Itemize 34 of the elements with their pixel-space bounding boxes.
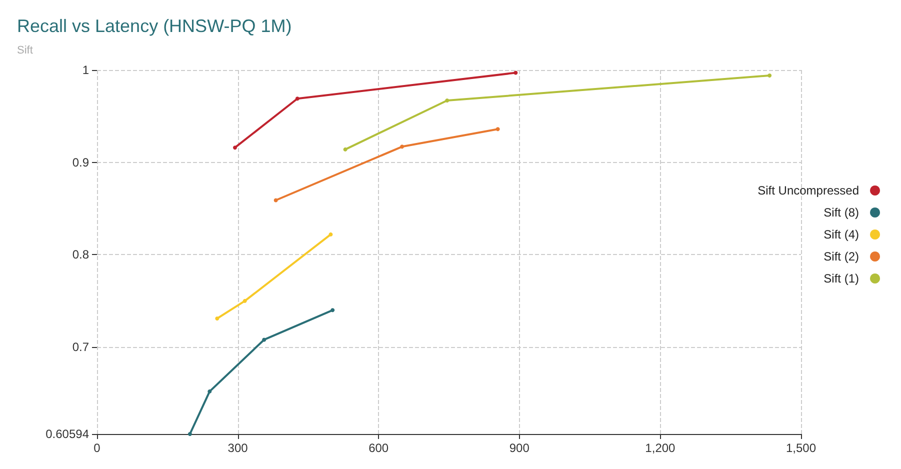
y-tick-label: 0.9: [72, 155, 90, 170]
legend-label: Sift (4): [824, 228, 859, 242]
point: [400, 144, 404, 149]
point: [232, 146, 237, 150]
point: [768, 74, 772, 78]
legend-label: Sift Uncompressed: [758, 184, 859, 198]
x-tick-label: 600: [368, 441, 389, 455]
y-tick-label: 0.8: [72, 248, 90, 262]
point: [328, 232, 333, 236]
x-tick-label: 300: [228, 441, 248, 455]
y-tick-label: 0.60594: [46, 427, 90, 441]
chart-title: Recall vs Latency (HNSW-PQ 1M): [17, 16, 292, 36]
legend-label: Sift (1): [824, 272, 859, 286]
point: [262, 338, 266, 342]
point: [242, 298, 247, 303]
y-tick-label: 1: [82, 63, 90, 77]
x-tick-label: 1,500: [786, 441, 816, 455]
point: [215, 316, 220, 320]
x-tick-label: 0: [94, 441, 101, 455]
point: [208, 389, 212, 394]
point: [514, 70, 518, 75]
point: [295, 96, 300, 101]
point: [188, 432, 192, 436]
point: [330, 308, 335, 312]
x-tick-label: 1,200: [645, 441, 676, 455]
y-tick-label: 0.7: [72, 340, 90, 354]
x-tick-label: 900: [509, 441, 530, 455]
point: [496, 127, 500, 132]
legend-label: Sift (8): [824, 206, 859, 220]
chart-subtitle: Sift: [17, 44, 33, 56]
point: [343, 147, 348, 152]
point: [274, 198, 278, 202]
point: [445, 98, 450, 102]
legend-label: Sift (2): [824, 250, 859, 264]
